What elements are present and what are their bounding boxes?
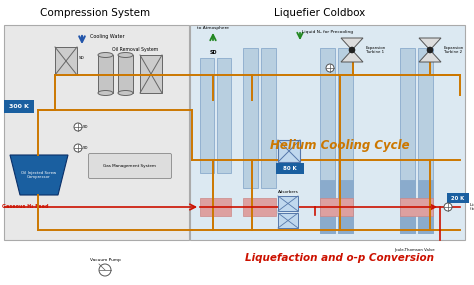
Bar <box>320 180 335 233</box>
Text: Vacuum Pump: Vacuum Pump <box>90 258 120 262</box>
Circle shape <box>74 123 82 131</box>
Circle shape <box>326 64 334 72</box>
Text: Cooling Water: Cooling Water <box>90 34 125 39</box>
Bar <box>190 25 465 240</box>
Circle shape <box>349 47 355 53</box>
Bar <box>243 198 276 216</box>
Bar <box>400 180 415 233</box>
Bar <box>261 48 276 188</box>
Bar <box>278 196 298 211</box>
Text: Expansion
Turbine 2: Expansion Turbine 2 <box>444 46 464 54</box>
Bar <box>4 100 34 113</box>
Bar <box>418 180 433 233</box>
Polygon shape <box>419 38 441 50</box>
Bar <box>276 163 304 174</box>
Bar <box>55 47 77 75</box>
Polygon shape <box>419 50 441 62</box>
Bar <box>338 180 353 233</box>
Text: 20 K: 20 K <box>451 196 465 201</box>
Bar <box>4 25 189 240</box>
Bar <box>278 213 298 228</box>
Bar <box>338 48 353 233</box>
Bar <box>98 55 113 93</box>
Bar <box>320 48 335 233</box>
Text: Liquid H₂
(to Storage): Liquid H₂ (to Storage) <box>470 203 474 211</box>
Text: SD: SD <box>209 50 217 55</box>
Bar <box>200 58 214 173</box>
Bar <box>418 48 433 233</box>
Text: 80 K: 80 K <box>283 166 297 170</box>
Ellipse shape <box>98 91 113 95</box>
Text: SD: SD <box>83 146 89 150</box>
Polygon shape <box>10 155 68 195</box>
Bar <box>140 55 162 93</box>
Text: Gaseous H₂ Feed: Gaseous H₂ Feed <box>2 205 48 209</box>
Text: Helium Cooling Cycle: Helium Cooling Cycle <box>270 139 410 152</box>
Text: Oil Removal System: Oil Removal System <box>112 47 158 52</box>
Bar <box>400 48 415 233</box>
Text: 300 K: 300 K <box>9 103 29 109</box>
Bar <box>320 198 353 216</box>
Bar <box>400 198 433 216</box>
Ellipse shape <box>98 52 113 58</box>
Text: Adsorbers: Adsorbers <box>278 190 298 194</box>
Circle shape <box>74 144 82 152</box>
Bar <box>278 140 300 162</box>
Text: Oil Injected Screw
Compressor: Oil Injected Screw Compressor <box>21 170 56 180</box>
Polygon shape <box>341 50 363 62</box>
Text: Joule-Thomson Valve: Joule-Thomson Valve <box>395 248 435 252</box>
Text: SD: SD <box>83 125 89 129</box>
Text: Liquefaction and o-p Conversion: Liquefaction and o-p Conversion <box>246 253 435 263</box>
Text: Expansion
Turbine 1: Expansion Turbine 1 <box>366 46 386 54</box>
Circle shape <box>99 264 111 276</box>
Bar <box>447 193 469 203</box>
Bar <box>217 58 231 173</box>
Text: Compression System: Compression System <box>40 8 150 18</box>
Text: Liquefier Coldbox: Liquefier Coldbox <box>274 8 365 18</box>
Text: Gas Management System: Gas Management System <box>103 164 156 168</box>
Text: to Atmosphere: to Atmosphere <box>197 26 229 30</box>
Bar <box>200 198 231 216</box>
Ellipse shape <box>118 52 133 58</box>
Text: Liquid N₂ for Precooling: Liquid N₂ for Precooling <box>302 30 353 34</box>
Polygon shape <box>341 38 363 50</box>
Ellipse shape <box>118 91 133 95</box>
Bar <box>118 55 133 93</box>
Circle shape <box>444 203 452 211</box>
FancyBboxPatch shape <box>89 154 172 178</box>
Circle shape <box>427 47 433 53</box>
Text: SD: SD <box>79 56 85 60</box>
Bar <box>243 48 258 188</box>
